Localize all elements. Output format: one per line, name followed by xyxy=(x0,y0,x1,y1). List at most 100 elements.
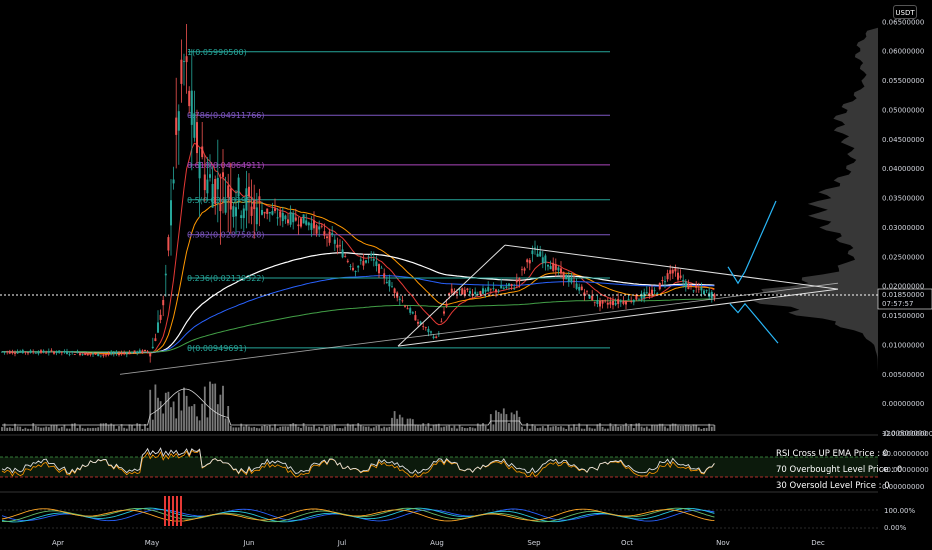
volume-bar xyxy=(500,413,503,431)
volume-bar xyxy=(453,425,456,431)
volume-bar xyxy=(229,425,232,431)
candle-body xyxy=(713,294,716,298)
fibonacci-retracement[interactable]: 1(0.05990500) 0.786(0.04911766) 0.618(0.04… xyxy=(187,48,610,353)
candle-body xyxy=(606,302,609,305)
volume-bar xyxy=(664,426,666,431)
candle-body xyxy=(63,351,66,353)
bullish-projection-line[interactable] xyxy=(727,200,777,285)
candle-body xyxy=(34,352,37,354)
volume-bar xyxy=(523,428,526,431)
candle-body xyxy=(209,174,211,178)
candle-body xyxy=(682,279,685,282)
volume-bar xyxy=(552,426,555,431)
volume-bar xyxy=(180,410,183,431)
volume-bar xyxy=(547,425,549,431)
candle-body xyxy=(575,283,578,289)
volume-bar xyxy=(276,428,279,431)
triangle-upper-trendline[interactable] xyxy=(504,244,839,290)
candle-body xyxy=(378,264,380,274)
candle-body xyxy=(479,291,482,295)
candle-body xyxy=(424,327,427,328)
candle-body xyxy=(583,292,586,296)
volume-bar xyxy=(354,427,357,431)
candle-body xyxy=(58,350,61,353)
candle-body xyxy=(476,294,479,295)
volume-bar xyxy=(463,428,466,431)
volume-bar xyxy=(393,411,396,431)
volume-bar xyxy=(281,426,284,431)
volume-bar xyxy=(27,428,29,431)
candle-body xyxy=(411,312,414,314)
candle-body xyxy=(292,213,295,223)
currency-button[interactable]: USDT xyxy=(893,5,917,19)
bearish-projection-line[interactable] xyxy=(729,302,779,344)
oscillator-spike xyxy=(176,496,178,526)
volume-bar xyxy=(118,426,120,431)
volume-bar xyxy=(427,423,430,431)
candle-body xyxy=(344,256,347,257)
volume-bar xyxy=(474,428,477,431)
volume-bar xyxy=(612,426,614,431)
long-trendline[interactable] xyxy=(119,282,839,375)
volume-bar xyxy=(105,423,107,431)
volume-bar xyxy=(193,404,196,431)
volume-bar xyxy=(445,425,448,431)
candle-body xyxy=(42,350,45,353)
candle-body xyxy=(177,111,180,131)
fib-level-label: 0(0.00949691) xyxy=(187,344,247,353)
volume-bar xyxy=(372,427,375,431)
volume-bar xyxy=(375,425,378,431)
time-axis[interactable]: Apr May Jun Jul Aug Sep Oct Nov Dec xyxy=(52,539,825,547)
volume-bar xyxy=(448,425,451,431)
volume-bar xyxy=(560,426,562,431)
volume-bar xyxy=(570,427,573,431)
volume-bar xyxy=(346,423,349,431)
volume-bar xyxy=(47,427,50,431)
volume-bar xyxy=(198,420,201,431)
candle-body xyxy=(255,207,258,225)
candle-body xyxy=(172,179,175,184)
volume-bar xyxy=(487,428,490,431)
volume-bar xyxy=(32,423,35,431)
volume-bar xyxy=(196,416,198,431)
volume-bar xyxy=(131,425,133,431)
volume-bar xyxy=(583,428,586,431)
candle-body xyxy=(482,288,484,294)
candle-body xyxy=(365,260,367,263)
candle-body xyxy=(674,268,677,272)
candle-body xyxy=(445,303,448,307)
candle-body xyxy=(534,247,536,249)
volume-bar xyxy=(302,423,305,431)
rsi-info-label: 30 Oversold Level Price : 0 xyxy=(776,481,890,491)
candle-body xyxy=(456,292,458,293)
candle-body xyxy=(198,161,201,179)
volume-bar xyxy=(86,427,89,431)
candle-body xyxy=(544,255,547,264)
volume-bar xyxy=(625,423,627,431)
oscillator-line xyxy=(1,508,715,522)
volume-bar xyxy=(8,427,11,431)
candle-body xyxy=(206,179,209,194)
candle-body xyxy=(656,293,659,294)
candle-body xyxy=(300,218,302,227)
price-tick-label: 0.06500000 xyxy=(882,18,924,26)
volume-bar xyxy=(627,426,630,431)
volume-bars xyxy=(1,381,716,431)
candle-body xyxy=(235,207,237,217)
triangle-lower-trendline[interactable] xyxy=(397,288,839,347)
volume-bar xyxy=(323,425,326,431)
volume-bar xyxy=(617,426,620,431)
projection-lines[interactable] xyxy=(727,200,779,344)
price-axis[interactable]: 0.06500000 0.06000000 0.05500000 0.05000000… xyxy=(882,18,932,532)
price-tick-label: 0.02500000 xyxy=(882,253,924,261)
triangle-pattern[interactable] xyxy=(119,244,839,375)
triangle-edge-line[interactable] xyxy=(397,244,506,347)
volume-bar xyxy=(232,427,235,431)
volume-bar xyxy=(224,418,227,431)
month-label: Jun xyxy=(243,539,255,547)
candle-body xyxy=(463,289,466,296)
candle-body xyxy=(11,351,14,354)
candle-body xyxy=(409,308,412,313)
